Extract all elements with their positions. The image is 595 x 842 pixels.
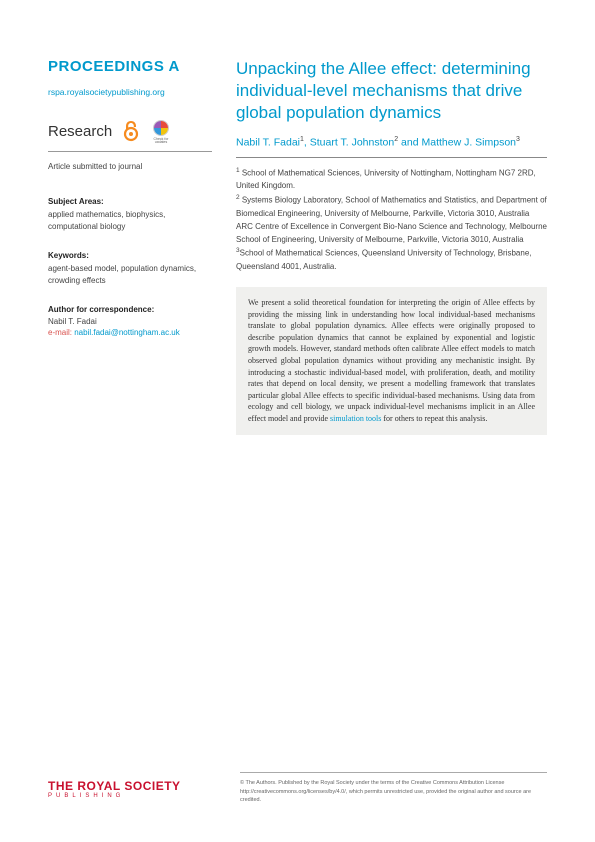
author-2[interactable]: Stuart T. Johnston: [310, 137, 394, 149]
abstract-text-a: We present a solid theoretical foundatio…: [248, 298, 535, 423]
journal-url[interactable]: rspa.royalsocietypublishing.org: [48, 87, 212, 97]
abstract: We present a solid theoretical foundatio…: [236, 287, 547, 435]
crossmark-icon[interactable]: Check for updates: [150, 119, 172, 143]
article-type-label: Research: [48, 123, 112, 140]
author-divider: [236, 157, 547, 158]
subject-areas-text: applied mathematics, biophysics, computa…: [48, 209, 212, 233]
email-prefix: e-mail:: [48, 328, 74, 337]
journal-name: PROCEEDINGS A: [48, 58, 212, 75]
correspondence-email: e-mail: nabil.fadai@nottingham.ac.uk: [48, 328, 212, 337]
abstract-text-b: for others to repeat this analysis.: [381, 414, 487, 423]
divider: [48, 151, 212, 152]
submission-status: Article submitted to journal: [48, 162, 212, 171]
simulation-tools-link[interactable]: simulation tools: [330, 414, 381, 423]
affiliation-1: School of Mathematical Sciences, Univers…: [236, 168, 536, 190]
author-3[interactable]: Matthew J. Simpson: [421, 137, 516, 149]
correspondence-name: Nabil T. Fadai: [48, 317, 212, 326]
subject-areas-label: Subject Areas:: [48, 197, 212, 206]
authors: Nabil T. Fadai1, Stuart T. Johnston2 and…: [236, 134, 547, 152]
affiliation-3: School of Mathematical Sciences, Queensl…: [236, 249, 531, 271]
keywords-text: agent-based model, population dynamics, …: [48, 263, 212, 287]
copyright-notice: © The Authors. Published by the Royal So…: [240, 772, 547, 804]
main-content: Unpacking the Allee effect: determining …: [236, 58, 547, 435]
svg-text:updates: updates: [155, 140, 168, 143]
article-title: Unpacking the Allee effect: determining …: [236, 58, 547, 124]
author-3-affil: 3: [516, 136, 520, 143]
open-access-icon: [122, 119, 140, 143]
correspondence-label: Author for correspondence:: [48, 305, 212, 314]
keywords-label: Keywords:: [48, 251, 212, 260]
affiliations: 1 School of Mathematical Sciences, Unive…: [236, 166, 547, 273]
publisher-name: THE ROYAL SOCIETY: [48, 780, 181, 793]
publisher-sublabel: PUBLISHING: [48, 793, 181, 800]
sidebar: PROCEEDINGS A rspa.royalsocietypublishin…: [48, 58, 212, 435]
affiliation-2b: ARC Centre of Excellence in Convergent B…: [236, 222, 547, 244]
publisher-logo: THE ROYAL SOCIETY PUBLISHING: [48, 780, 181, 800]
author-1[interactable]: Nabil T. Fadai: [236, 137, 300, 149]
affiliation-2: Systems Biology Laboratory, School of Ma…: [236, 195, 547, 217]
article-type-row: Research Check for updates: [48, 119, 212, 143]
email-link[interactable]: nabil.fadai@nottingham.ac.uk: [74, 328, 180, 337]
